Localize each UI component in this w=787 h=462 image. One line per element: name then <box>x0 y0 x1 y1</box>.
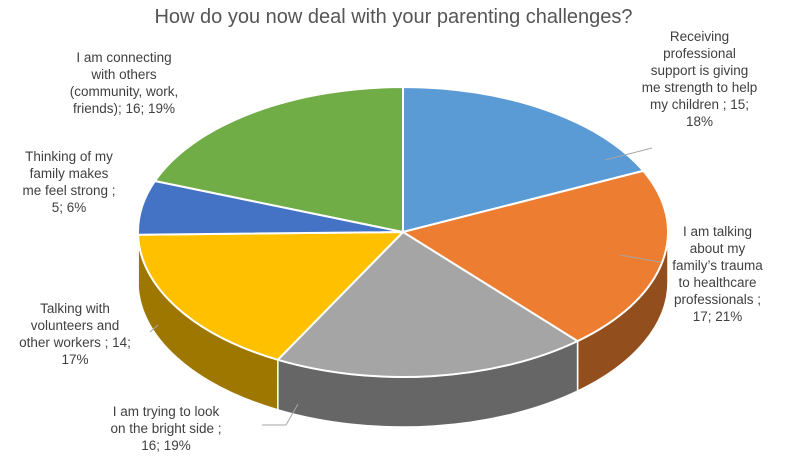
leader-line-0 <box>604 147 653 161</box>
pie-slice-2 <box>275 230 580 378</box>
pie-slice-0 <box>402 85 646 234</box>
pie-slice-1 <box>400 169 669 343</box>
data-label-family-strong: Thinking of my family makes me feel stro… <box>22 149 116 215</box>
data-label-talking-healthcare: I am talking about my family’s trauma to… <box>672 224 763 324</box>
leader-line-1 <box>619 254 661 263</box>
chart-title: How do you now deal with your parenting … <box>154 6 633 28</box>
leader-line-2 <box>262 403 299 426</box>
pie-slice-3 <box>137 230 406 361</box>
data-label-volunteers: Talking with volunteers and other worker… <box>19 301 131 367</box>
data-label-bright-side: I am trying to look on the bright side ;… <box>110 404 222 453</box>
pie-slice-5 <box>153 85 404 234</box>
data-label-connecting-others: I am connecting with others (community, … <box>69 50 179 116</box>
leader-line-3 <box>149 324 159 333</box>
data-label-professional-support: Receiving professional support is giving… <box>641 29 758 129</box>
